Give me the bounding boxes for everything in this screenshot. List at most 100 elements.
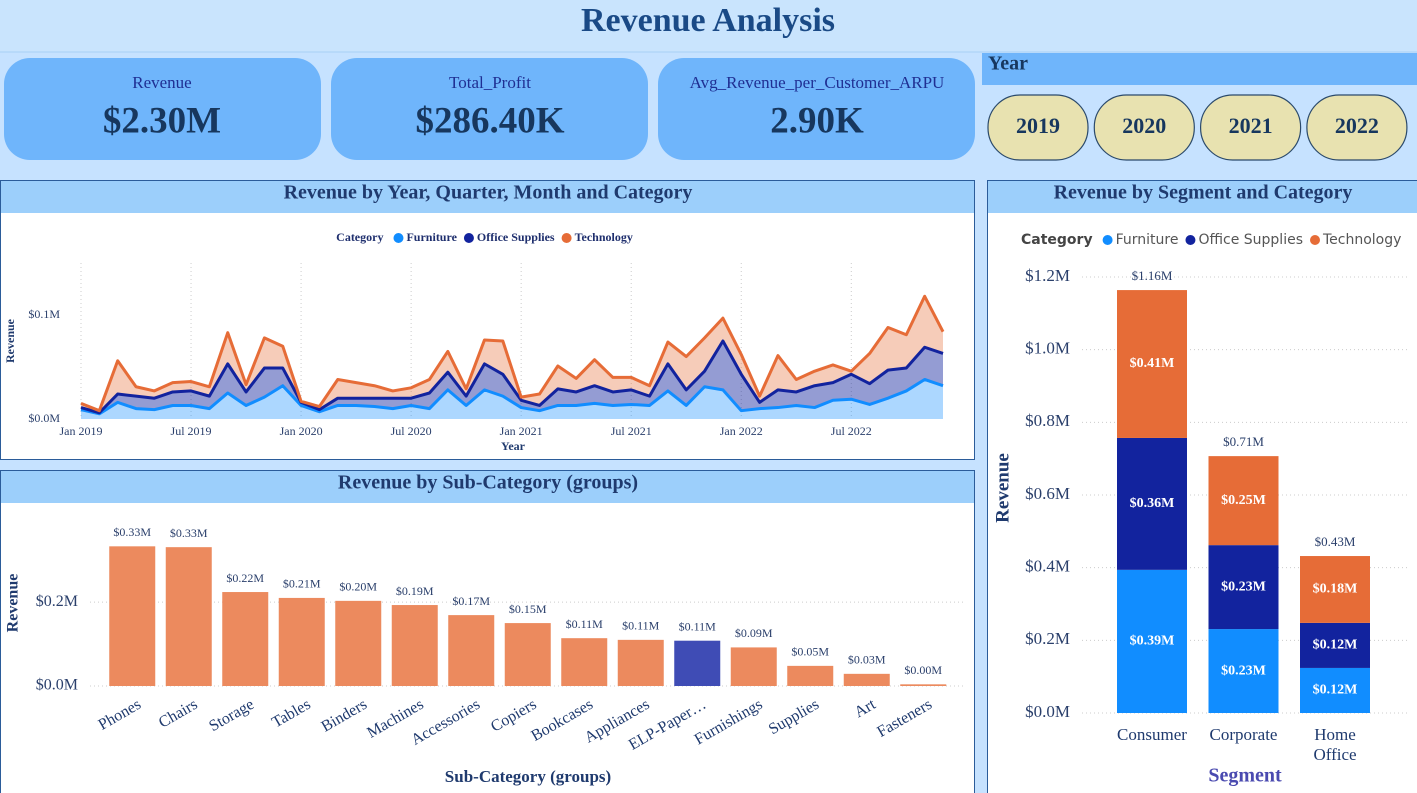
bar-segment xyxy=(1117,437,1187,570)
bar xyxy=(787,665,834,686)
bar-segment xyxy=(1208,629,1279,713)
legend-label: Technology xyxy=(1322,232,1401,248)
value-label: $0.15M xyxy=(509,602,547,616)
card xyxy=(331,58,648,160)
line xyxy=(80,294,945,413)
segment-label: $0.23M xyxy=(1221,579,1266,594)
segment-label: $0.39M xyxy=(1130,634,1175,649)
value-label: $0.11M xyxy=(679,619,717,633)
header-band xyxy=(0,0,1417,52)
slicer-title: Year xyxy=(988,53,1028,75)
panel-title-band xyxy=(988,181,1417,213)
slicer: 2019 2020 2021 2022 xyxy=(987,94,1408,161)
bar xyxy=(504,623,551,686)
x-tick-label: Jan 2020 xyxy=(280,424,323,438)
bar-segment xyxy=(1208,456,1279,546)
year-button[interactable]: 2019 xyxy=(987,94,1089,161)
x-axis-title: Sub-Category (groups) xyxy=(445,767,611,786)
x-tick-label: Jul 2019 xyxy=(171,424,212,438)
bar xyxy=(730,647,777,686)
legend-marker xyxy=(1185,235,1196,245)
total-label: $0.43M xyxy=(1315,534,1356,549)
value-label: $0.11M xyxy=(622,619,660,633)
year-button[interactable]: 2022 xyxy=(1306,94,1408,161)
chart-title: Revenue by Year, Quarter, Month and Cate… xyxy=(284,182,693,204)
bar xyxy=(561,638,608,686)
x-tick-label: Jan 2019 xyxy=(60,424,103,438)
y-axis-title: Revenue xyxy=(992,453,1013,523)
segment-label: $0.18M xyxy=(1313,582,1358,597)
year-button-label: 2019 xyxy=(1016,113,1060,138)
segment-label: $0.41M xyxy=(1130,356,1175,371)
y-tick-label: $0.4M xyxy=(1025,557,1070,576)
year-button-shape xyxy=(1093,94,1195,161)
panel xyxy=(0,180,975,460)
value-label: $0.33M xyxy=(170,526,208,540)
bar xyxy=(617,639,664,686)
area-fill xyxy=(81,379,943,419)
card xyxy=(658,58,975,160)
y-tick-label: $0.6M xyxy=(1025,484,1070,503)
total-label: $1.16M xyxy=(1132,268,1173,283)
y-tick-label: $1.0M xyxy=(1025,339,1070,358)
legend-label: Office Supplies xyxy=(1198,232,1303,248)
bar-segment xyxy=(1300,667,1370,713)
bar-segment xyxy=(1117,569,1187,713)
card-value: $2.30M xyxy=(103,100,221,141)
panel-title-band xyxy=(1,471,974,503)
line xyxy=(80,339,944,415)
value-label: $0.19M xyxy=(396,584,434,598)
bar xyxy=(391,605,438,686)
card-label: Total_Profit xyxy=(449,73,531,92)
y-tick-label: $0.1M xyxy=(28,307,60,321)
x-tick-label: Jan 2021 xyxy=(500,424,543,438)
bar xyxy=(165,547,212,686)
bar xyxy=(335,600,382,686)
y-tick-label: $0.2M xyxy=(36,593,78,610)
x-tick-label: Corporate xyxy=(1210,725,1278,744)
chart-title: Revenue by Segment and Category xyxy=(1054,182,1353,204)
bar xyxy=(448,615,495,686)
value-label: $0.09M xyxy=(735,626,773,640)
year-button-label: 2020 xyxy=(1122,113,1166,138)
year-button[interactable]: 2021 xyxy=(1199,94,1302,161)
panel-title-band xyxy=(1,181,974,213)
value-label: $0.17M xyxy=(452,594,490,608)
y-axis-title: Revenue xyxy=(5,574,22,633)
x-tick-label: Consumer xyxy=(1117,725,1187,744)
value-label: $0.21M xyxy=(283,577,321,591)
value-label: $0.33M xyxy=(113,525,151,539)
segment-label: $0.25M xyxy=(1221,493,1266,508)
value-label: $0.11M xyxy=(566,617,604,631)
value-label: $0.20M xyxy=(339,580,377,594)
card-value: 2.90K xyxy=(770,100,864,141)
y-tick-label: $0.8M xyxy=(1025,411,1070,430)
legend-marker xyxy=(463,233,474,243)
y-tick-label: $0.0M xyxy=(1025,702,1070,721)
y-tick-label: $0.2M xyxy=(1025,629,1070,648)
x-tick-label: Jul 2021 xyxy=(611,424,652,438)
bar-segment xyxy=(1208,545,1279,630)
bar xyxy=(843,673,890,686)
year-button-shape xyxy=(987,94,1089,161)
card-value: $286.40K xyxy=(415,100,564,141)
y-tick-label: $0.0M xyxy=(28,411,60,425)
bar xyxy=(674,640,721,686)
legend: Category Furniture Office Supplies Technolo… xyxy=(1021,232,1401,248)
bar xyxy=(278,597,325,686)
legend-title: Category xyxy=(336,230,383,244)
legend-marker xyxy=(393,233,404,243)
bar xyxy=(109,546,156,686)
total-label: $0.71M xyxy=(1223,434,1264,449)
y-axis-title: Revenue xyxy=(3,318,17,363)
slicer-header xyxy=(982,53,1417,85)
y-tick-label: $1.2M xyxy=(1025,266,1070,285)
y-tick-label: $0.0M xyxy=(36,677,78,694)
x-tick-label: Jan 2022 xyxy=(720,424,763,438)
bar xyxy=(900,684,947,686)
year-button[interactable]: 2020 xyxy=(1093,94,1195,161)
year-button-label: 2022 xyxy=(1335,113,1379,138)
card-label: Revenue xyxy=(132,73,191,92)
